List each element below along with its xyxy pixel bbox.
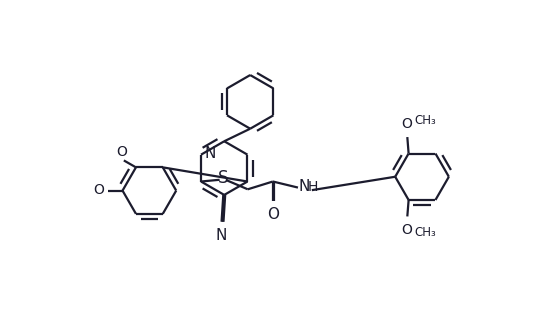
- Text: O: O: [267, 207, 279, 222]
- Text: N: N: [299, 179, 310, 194]
- Text: N: N: [216, 228, 227, 243]
- Text: O: O: [116, 145, 128, 159]
- Text: H: H: [307, 180, 318, 194]
- Text: CH₃: CH₃: [414, 114, 436, 127]
- Text: S: S: [217, 170, 228, 187]
- Text: CH₃: CH₃: [414, 226, 436, 239]
- Text: O: O: [402, 117, 412, 131]
- Text: N: N: [204, 146, 216, 161]
- Text: O: O: [93, 183, 104, 197]
- Text: O: O: [402, 223, 412, 237]
